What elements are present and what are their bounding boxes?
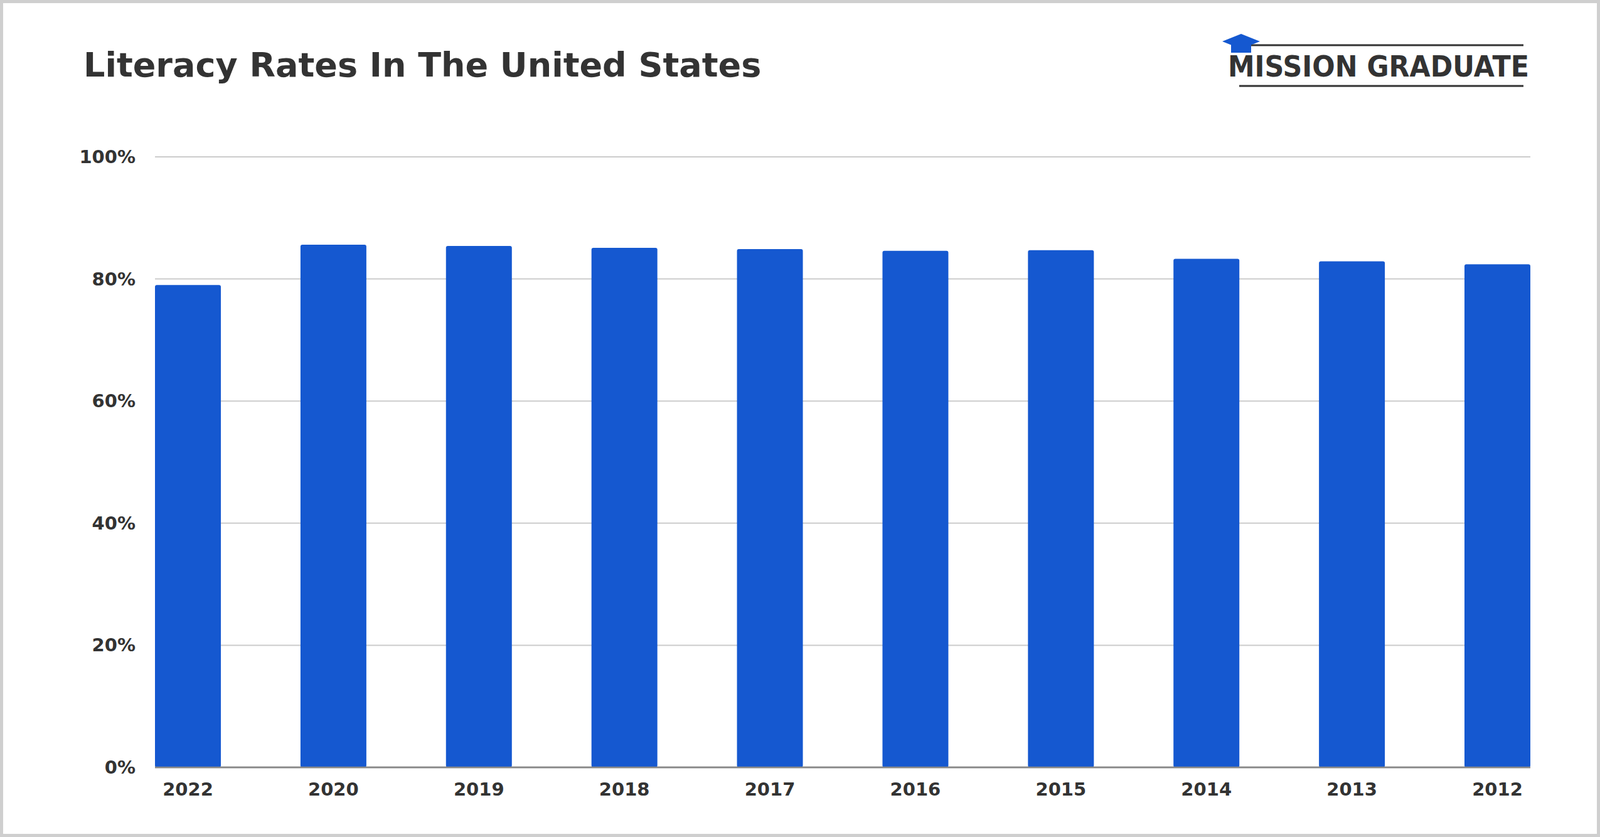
- x-tick-label: 2019: [453, 778, 505, 800]
- x-tick-label: 2020: [308, 778, 359, 800]
- logo: MISSION GRADUATE: [1222, 33, 1530, 86]
- bar: [737, 249, 804, 768]
- bar: [1464, 264, 1531, 768]
- y-tick-label: 100%: [79, 146, 136, 168]
- bar: [591, 247, 658, 768]
- x-tick-label: 2017: [744, 778, 796, 800]
- logo-rule: [1239, 44, 1524, 47]
- x-tick-label: 2014: [1180, 778, 1232, 800]
- bars: [154, 244, 1531, 768]
- y-tick-label: 0%: [104, 756, 136, 779]
- y-tick-label: 60%: [92, 390, 136, 412]
- y-tick-label: 20%: [92, 634, 136, 656]
- x-tick-label: 2016: [890, 778, 942, 800]
- bar: [1027, 250, 1094, 768]
- bar: [154, 284, 221, 768]
- y-tick-label: 80%: [92, 268, 136, 290]
- chart: Literacy Rates In The United States MISSI…: [0, 0, 1600, 837]
- bar: [1318, 261, 1385, 768]
- grid-line: [154, 156, 1531, 158]
- x-tick-label: 2012: [1472, 778, 1523, 800]
- logo-rule: [1239, 85, 1524, 88]
- grid-line: [154, 766, 1531, 769]
- logo-text: MISSION GRADUATE: [1227, 49, 1530, 84]
- bar: [882, 250, 949, 768]
- axis-line: [154, 766, 1531, 769]
- bar: [1173, 258, 1240, 768]
- title: Literacy Rates In The United States: [83, 45, 762, 85]
- y-tick-label: 40%: [92, 512, 136, 534]
- bar: [446, 245, 512, 768]
- x-tick-label: 2015: [1035, 778, 1087, 800]
- x-tick-label: 2018: [599, 778, 651, 800]
- bar: [300, 244, 367, 768]
- x-tick-label: 2013: [1326, 778, 1378, 800]
- x-tick-label: 2022: [162, 778, 214, 800]
